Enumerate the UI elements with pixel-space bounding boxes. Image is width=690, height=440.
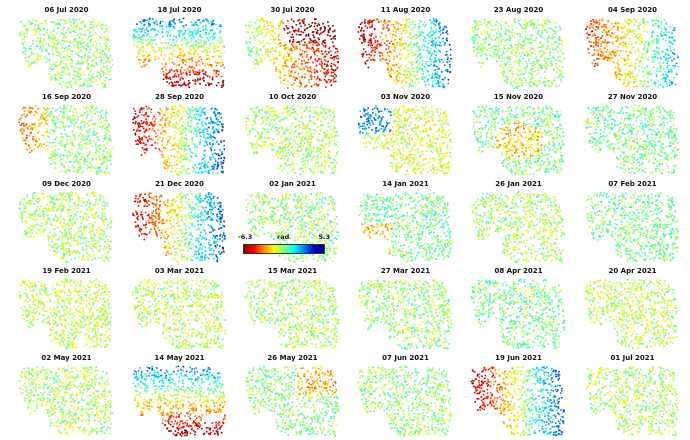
panel-date-title: 26 Jan 2021 bbox=[462, 179, 575, 189]
map-panel: 07 Feb 2021 bbox=[576, 179, 689, 266]
panel-date-title: 07 Feb 2021 bbox=[576, 179, 689, 189]
panel-date-title: 16 Sep 2020 bbox=[10, 92, 123, 102]
deformation-map bbox=[470, 364, 566, 438]
colorbar-max-label: 5.3 bbox=[318, 233, 330, 241]
map-panel: 03 Mar 2021 bbox=[123, 266, 236, 353]
map-panel: 10 Oct 2020 bbox=[236, 92, 349, 179]
deformation-map bbox=[357, 103, 453, 177]
deformation-map bbox=[18, 190, 114, 264]
map-panel: 08 Apr 2021 bbox=[462, 266, 575, 353]
deformation-map bbox=[244, 277, 340, 351]
map-panel: 11 Aug 2020 bbox=[349, 5, 462, 92]
deformation-map bbox=[357, 277, 453, 351]
map-panel: 03 Nov 2020 bbox=[349, 92, 462, 179]
panel-date-title: 01 Jul 2021 bbox=[576, 353, 689, 363]
deformation-map bbox=[131, 103, 227, 177]
deformation-map bbox=[357, 16, 453, 90]
map-panel: 14 Jan 2021 bbox=[349, 179, 462, 266]
map-panel: 02 May 2021 bbox=[10, 353, 123, 440]
map-panel: 19 Feb 2021 bbox=[10, 266, 123, 353]
panel-date-title: 08 Apr 2021 bbox=[462, 266, 575, 276]
panel-date-title: 02 May 2021 bbox=[10, 353, 123, 363]
deformation-map bbox=[244, 364, 340, 438]
map-panel: 01 Jul 2021 bbox=[576, 353, 689, 440]
deformation-map bbox=[470, 190, 566, 264]
panel-date-title: 15 Nov 2020 bbox=[462, 92, 575, 102]
map-panel: 04 Sep 2020 bbox=[576, 5, 689, 92]
panel-date-title: 10 Oct 2020 bbox=[236, 92, 349, 102]
panel-date-title: 21 Dec 2020 bbox=[123, 179, 236, 189]
colorbar-min-label: -6.3 bbox=[238, 233, 252, 241]
panel-date-title: 19 Feb 2021 bbox=[10, 266, 123, 276]
deformation-map bbox=[584, 190, 680, 264]
panel-date-title: 23 Aug 2020 bbox=[462, 5, 575, 15]
panel-date-title: 28 Sep 2020 bbox=[123, 92, 236, 102]
map-panel: 16 Sep 2020 bbox=[10, 92, 123, 179]
panel-date-title: 07 Jun 2021 bbox=[349, 353, 462, 363]
panel-date-title: 18 Jul 2020 bbox=[123, 5, 236, 15]
map-panel: 20 Apr 2021 bbox=[576, 266, 689, 353]
deformation-map bbox=[584, 364, 680, 438]
map-panel: 23 Aug 2020 bbox=[462, 5, 575, 92]
panel-date-title: 14 Jan 2021 bbox=[349, 179, 462, 189]
colorbar-gradient bbox=[243, 244, 325, 254]
deformation-map bbox=[470, 103, 566, 177]
panel-date-title: 27 Nov 2020 bbox=[576, 92, 689, 102]
colorbar: -6.3 rad 5.3 bbox=[238, 231, 330, 261]
map-panel: 19 Jun 2021 bbox=[462, 353, 575, 440]
deformation-map bbox=[244, 103, 340, 177]
deformation-map bbox=[131, 190, 227, 264]
map-panel: 15 Nov 2020 bbox=[462, 92, 575, 179]
panel-date-title: 27 Mar 2021 bbox=[349, 266, 462, 276]
map-panel: 09 Dec 2020 bbox=[10, 179, 123, 266]
map-panel: 07 Jun 2021 bbox=[349, 353, 462, 440]
map-panel: 26 Jan 2021 bbox=[462, 179, 575, 266]
map-panel: 26 May 2021 bbox=[236, 353, 349, 440]
deformation-map bbox=[131, 16, 227, 90]
deformation-map bbox=[357, 364, 453, 438]
map-panel: 27 Mar 2021 bbox=[349, 266, 462, 353]
map-panel: 30 Jul 2020 bbox=[236, 5, 349, 92]
panel-date-title: 14 May 2021 bbox=[123, 353, 236, 363]
panel-date-title: 02 Jan 2021 bbox=[236, 179, 349, 189]
panel-date-title: 15 Mar 2021 bbox=[236, 266, 349, 276]
deformation-map bbox=[584, 103, 680, 177]
deformation-map bbox=[131, 277, 227, 351]
map-panel: 27 Nov 2020 bbox=[576, 92, 689, 179]
deformation-map bbox=[18, 364, 114, 438]
map-panel: 06 Jul 2020 bbox=[10, 5, 123, 92]
deformation-map bbox=[131, 364, 227, 438]
panel-date-title: 03 Mar 2021 bbox=[123, 266, 236, 276]
deformation-map bbox=[18, 277, 114, 351]
map-panel: 28 Sep 2020 bbox=[123, 92, 236, 179]
map-panel: 14 May 2021 bbox=[123, 353, 236, 440]
panel-date-title: 30 Jul 2020 bbox=[236, 5, 349, 15]
panel-date-title: 19 Jun 2021 bbox=[462, 353, 575, 363]
colorbar-unit-label: rad bbox=[277, 233, 289, 241]
panel-date-title: 09 Dec 2020 bbox=[10, 179, 123, 189]
map-panel: 15 Mar 2021 bbox=[236, 266, 349, 353]
panel-date-title: 20 Apr 2021 bbox=[576, 266, 689, 276]
deformation-map bbox=[357, 190, 453, 264]
deformation-map bbox=[244, 16, 340, 90]
panel-date-title: 11 Aug 2020 bbox=[349, 5, 462, 15]
panel-date-title: 04 Sep 2020 bbox=[576, 5, 689, 15]
map-panel: 18 Jul 2020 bbox=[123, 5, 236, 92]
panel-date-title: 26 May 2021 bbox=[236, 353, 349, 363]
panel-date-title: 06 Jul 2020 bbox=[10, 5, 123, 15]
deformation-map bbox=[18, 103, 114, 177]
panel-date-title: 03 Nov 2020 bbox=[349, 92, 462, 102]
deformation-map bbox=[470, 16, 566, 90]
deformation-map bbox=[18, 16, 114, 90]
deformation-map bbox=[470, 277, 566, 351]
map-panel: 21 Dec 2020 bbox=[123, 179, 236, 266]
deformation-map bbox=[584, 16, 680, 90]
deformation-map bbox=[584, 277, 680, 351]
